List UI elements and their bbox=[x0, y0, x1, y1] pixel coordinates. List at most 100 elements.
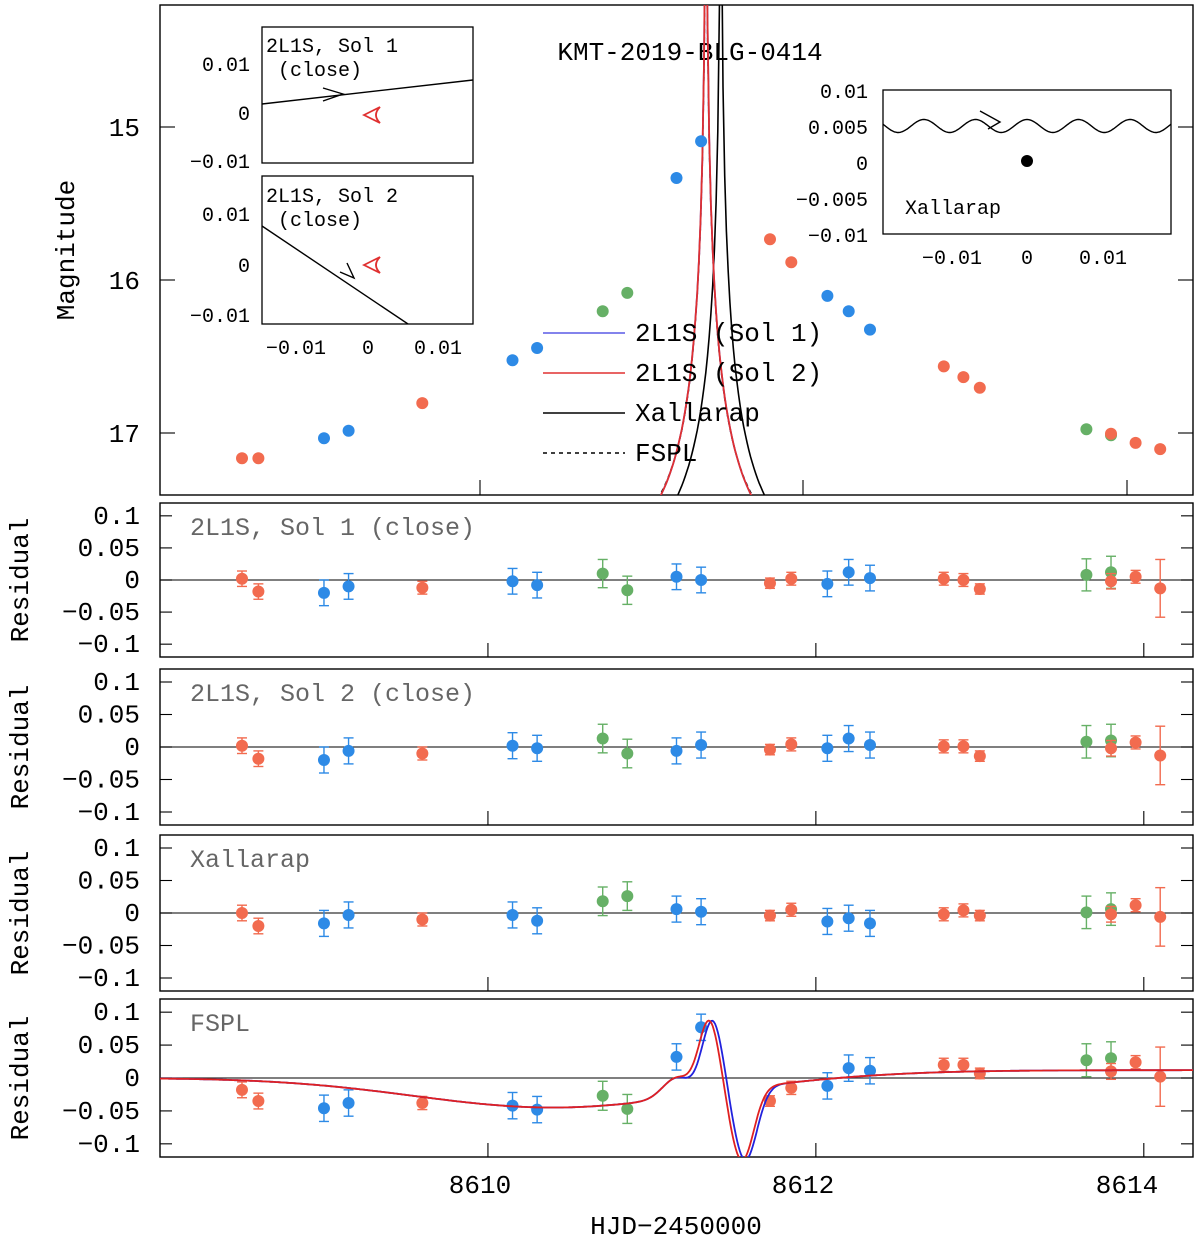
data-point bbox=[821, 289, 834, 302]
residual-point bbox=[252, 920, 265, 932]
residual-point bbox=[1105, 908, 1118, 921]
y-label-residual: Residual bbox=[6, 851, 36, 976]
inset-x-tick-label: −0.01 bbox=[266, 338, 326, 361]
residual-panel: 0.10.050−0.05−0.1 Residual 2L1S, Sol 2 (cl… bbox=[6, 668, 1194, 828]
inset-sol1-label: 2L1S, Sol 1 bbox=[266, 36, 398, 59]
trajectory-arrow-icon bbox=[322, 87, 346, 102]
residual-point bbox=[621, 584, 634, 597]
data-point bbox=[1080, 423, 1093, 436]
residual-point bbox=[842, 732, 855, 745]
fspl-residual-sol1-curve bbox=[160, 1019, 1193, 1157]
legend-label: 2L1S (Sol 1) bbox=[635, 319, 822, 349]
y-tick-label: 0 bbox=[124, 566, 140, 596]
residual-point bbox=[235, 1083, 248, 1096]
residual-point bbox=[973, 750, 986, 763]
residual-point bbox=[342, 744, 355, 757]
x-axis-label: HJD−2450000 bbox=[590, 1212, 762, 1242]
inset-sol2-label: (close) bbox=[278, 210, 362, 233]
residual-point bbox=[416, 1097, 429, 1110]
legend-label: Xallarap bbox=[635, 399, 760, 429]
inset-y-tick-label: −0.005 bbox=[796, 190, 868, 213]
y-tick-label: 16 bbox=[109, 267, 140, 297]
residual-point bbox=[957, 740, 970, 753]
inset-sol2: 2L1S, Sol 2 (close) 0.01 0 −0.01 −0.01 0… bbox=[190, 175, 474, 361]
inset-y-tick-label: −0.01 bbox=[190, 152, 250, 175]
y-tick-label: 0.1 bbox=[93, 668, 140, 698]
residual-point bbox=[252, 1095, 265, 1108]
inset-x-tick-label: 0 bbox=[362, 338, 374, 361]
inset-x-tick-label: −0.01 bbox=[922, 248, 982, 271]
trajectory-arrow-icon bbox=[339, 262, 356, 280]
residual-point bbox=[1129, 1056, 1142, 1069]
legend-label: FSPL bbox=[635, 439, 697, 469]
inset-y-tick-label: 0.01 bbox=[202, 205, 250, 228]
legend: 2L1S (Sol 1) 2L1S (Sol 2) Xallarap FSPL bbox=[543, 319, 822, 469]
data-point bbox=[937, 360, 950, 373]
residual-point bbox=[1154, 910, 1167, 923]
residual-point bbox=[821, 742, 834, 755]
residual-point bbox=[1105, 1052, 1118, 1065]
inset-y-tick-label: 0 bbox=[856, 154, 868, 177]
residual-panel: 0.10.050−0.05−0.1 Residual FSPL bbox=[6, 998, 1194, 1160]
data-point bbox=[842, 305, 855, 318]
residual-point bbox=[252, 585, 265, 598]
residual-point bbox=[842, 912, 855, 925]
residual-point bbox=[973, 582, 986, 595]
residual-panel-title: 2L1S, Sol 2 (close) bbox=[190, 680, 475, 709]
data-point bbox=[957, 371, 970, 384]
y-tick-label: 0.05 bbox=[78, 534, 140, 564]
inset-xallarap: Xallarap 0.01 0.005 0 −0.005 −0.01 −0.01… bbox=[796, 82, 1172, 271]
residual-point bbox=[596, 732, 609, 745]
residual-point bbox=[670, 570, 683, 583]
y-tick-label: 0.1 bbox=[93, 998, 140, 1028]
residual-point bbox=[317, 917, 330, 930]
residual-point bbox=[1105, 575, 1118, 588]
residual-point bbox=[863, 917, 876, 930]
residual-point bbox=[596, 567, 609, 580]
residual-point bbox=[416, 747, 429, 760]
y-tick-label: −0.1 bbox=[78, 630, 140, 660]
residual-point bbox=[821, 915, 834, 928]
data-point bbox=[596, 305, 609, 318]
y-label-residual: Residual bbox=[6, 518, 36, 643]
residual-point bbox=[317, 586, 330, 599]
inset-sol1: 2L1S, Sol 1 (close) 0.01 0 −0.01 bbox=[190, 26, 474, 175]
y-tick-label: 0.1 bbox=[93, 502, 140, 532]
y-label-residual: Residual bbox=[6, 685, 36, 810]
data-point bbox=[973, 381, 986, 394]
y-tick-label: 0.05 bbox=[78, 1031, 140, 1061]
data-point bbox=[342, 424, 355, 437]
residual-point bbox=[695, 905, 708, 918]
lens-position-dot bbox=[1021, 155, 1033, 167]
inset-y-tick-label: 0.005 bbox=[808, 118, 868, 141]
data-point bbox=[864, 323, 876, 336]
residual-point bbox=[973, 909, 986, 922]
main-panel: Magnitude KMT-2019-BLG-0414 15 16 17 2L1… bbox=[52, 4, 1194, 496]
residual-point bbox=[596, 1089, 609, 1102]
residual-point bbox=[821, 1079, 834, 1092]
inset-x-tick-label: 0.01 bbox=[1079, 248, 1127, 271]
residual-point bbox=[763, 577, 776, 590]
residual-panel-title: Xallarap bbox=[190, 846, 310, 875]
data-point bbox=[506, 354, 519, 367]
residual-point bbox=[863, 739, 876, 752]
inset-x-tick-label: 0 bbox=[1021, 248, 1033, 271]
residual-point bbox=[1154, 1070, 1167, 1083]
residual-point bbox=[531, 914, 544, 927]
residual-point bbox=[342, 580, 355, 593]
data-point bbox=[764, 233, 776, 246]
data-point bbox=[670, 172, 683, 184]
residual-point bbox=[621, 747, 634, 760]
residual-point bbox=[1080, 735, 1093, 748]
residual-point bbox=[842, 566, 855, 579]
inset-y-tick-label: 0 bbox=[238, 256, 250, 279]
residual-point bbox=[1129, 736, 1142, 749]
data-point bbox=[1129, 436, 1142, 449]
trajectory-arrow-icon bbox=[979, 110, 1002, 130]
data-point bbox=[236, 452, 248, 465]
residual-point bbox=[763, 909, 776, 922]
y-tick-label: −0.1 bbox=[78, 1130, 140, 1160]
caustic-shape bbox=[361, 256, 381, 274]
